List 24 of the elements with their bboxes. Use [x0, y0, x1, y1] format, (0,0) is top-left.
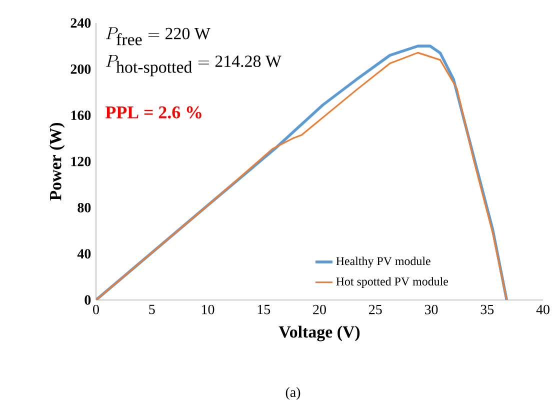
y-axis-title: Power (W): [49, 122, 65, 200]
y-tick-label: 0: [84, 295, 91, 305]
x-tick-label: 5: [149, 304, 155, 314]
x-tick-label: 15: [258, 304, 270, 314]
annotation: $P_{\textrm{hot-spotted}} = \textrm{214.28 W}$: [106, 55, 282, 76]
legend-label: Hot spotted PV module: [336, 277, 448, 288]
x-axis-title: Voltage (V): [278, 326, 360, 342]
y-tick-label: 160: [71, 110, 91, 120]
y-tick-label: 80: [78, 202, 91, 212]
annotation: PPL = 2.6 %: [105, 106, 202, 118]
x-tick-label: 10: [202, 304, 214, 314]
x-tick-label: 40: [536, 304, 550, 314]
annotation: $P_{\textrm{free}} = \textrm{220 W}$: [106, 27, 210, 46]
text: (a): [286, 387, 300, 400]
x-tick-label: 35: [480, 304, 494, 314]
legend-label: Healthy PV module: [336, 256, 430, 268]
x-tick-label: 20: [313, 304, 326, 314]
x-tick-label: 25: [369, 304, 382, 314]
x-tick-label: 0: [93, 304, 99, 314]
y-tick-label: 200: [70, 64, 91, 74]
y-tick-label: 240: [70, 18, 91, 28]
x-tick-label: 30: [424, 304, 438, 314]
y-tick-label: 40: [77, 249, 91, 259]
y-tick-label: 120: [71, 156, 91, 166]
